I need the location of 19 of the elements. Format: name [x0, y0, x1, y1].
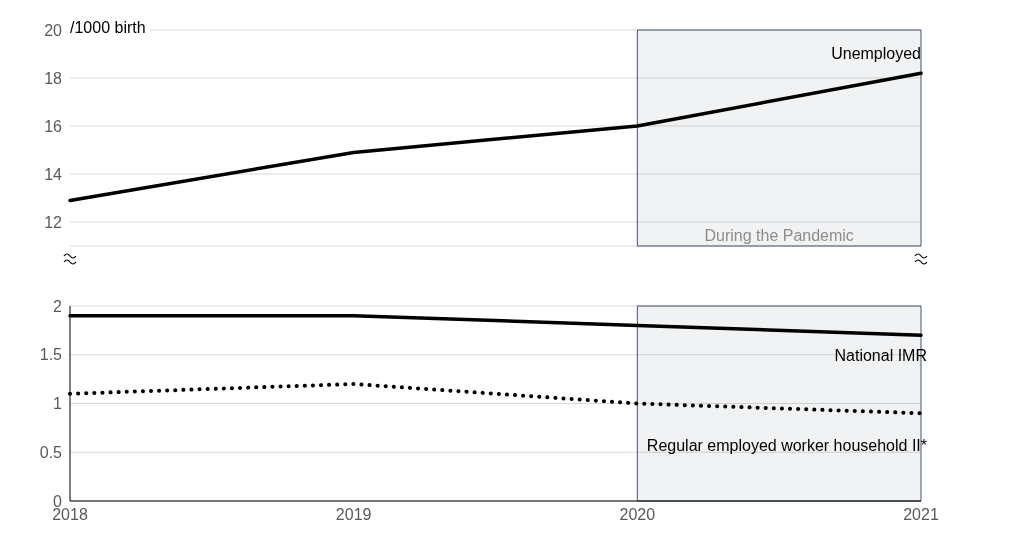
y-tick-label: 2 [53, 297, 63, 315]
y-tick-label: 0.5 [39, 443, 63, 461]
y-tick-label: 1 [53, 395, 63, 413]
y-tick-label: 14 [44, 165, 63, 183]
y-tick-label: 20 [44, 21, 63, 39]
series-label: National IMR [834, 347, 927, 365]
x-tick-label: 2020 [619, 506, 656, 524]
y-tick-label: 1.5 [39, 346, 63, 364]
series-label: Unemployed [831, 45, 921, 63]
band-label: During the Pandemic [704, 227, 854, 244]
y-tick-label: 12 [44, 213, 63, 231]
y-tick-label: 18 [44, 69, 63, 87]
x-tick-label: 2019 [335, 506, 372, 524]
y-tick-label: 16 [44, 117, 63, 135]
series-label: Regular employed worker household II* [646, 437, 927, 455]
x-tick-label: 2021 [903, 506, 939, 524]
y-axis-title: /1000 birth [70, 19, 150, 37]
line-series [68, 71, 923, 203]
x-tick-label: 2018 [52, 506, 88, 524]
